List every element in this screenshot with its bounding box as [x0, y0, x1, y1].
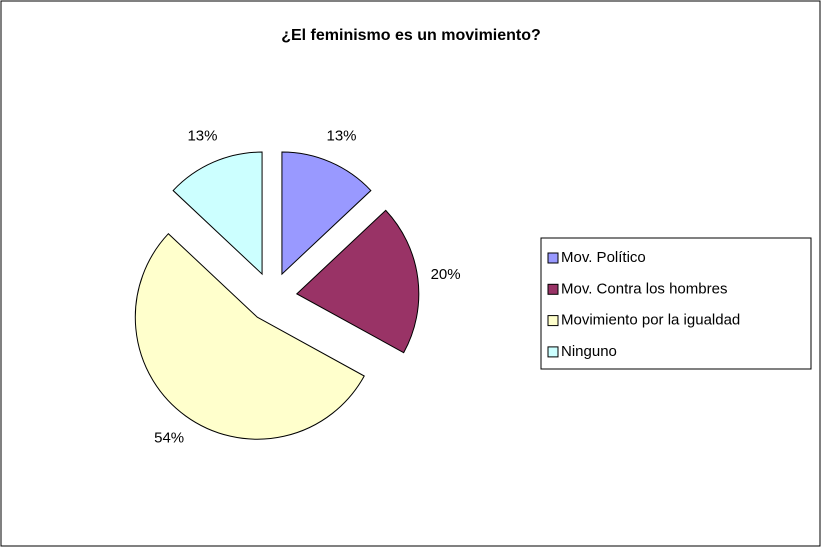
pie-slice — [134, 233, 365, 440]
legend-box — [540, 237, 812, 370]
pie-slice — [172, 151, 263, 276]
data-label: 20% — [431, 266, 461, 283]
pie-slice — [295, 209, 420, 354]
pie-slice — [281, 151, 372, 276]
legend-label: Mov. Contra los hombres — [561, 280, 727, 297]
legend-swatch — [547, 252, 559, 264]
legend-label: Ninguno — [561, 343, 617, 360]
legend-swatch — [547, 346, 559, 358]
legend-swatch — [547, 283, 559, 295]
legend-swatch — [547, 315, 559, 327]
chart-title: ¿El feminismo es un movimiento? — [281, 27, 541, 44]
legend-label: Mov. Político — [561, 249, 646, 266]
data-label: 13% — [187, 127, 217, 144]
data-label: 13% — [326, 127, 356, 144]
data-label: 54% — [154, 430, 184, 447]
legend-label: Movimiento por la igualdad — [561, 312, 740, 329]
